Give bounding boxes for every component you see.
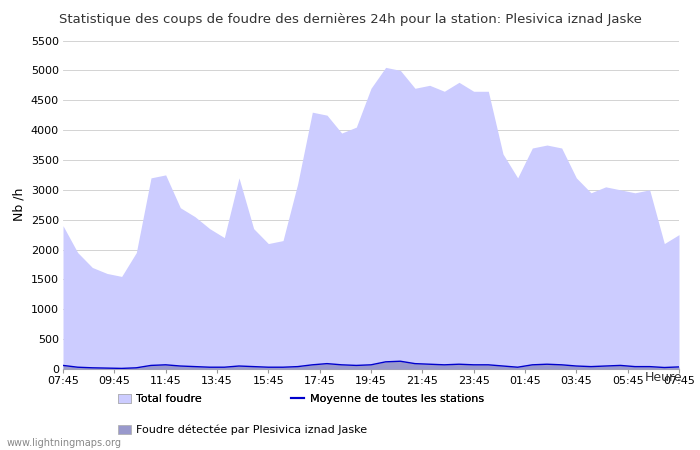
Legend: Foudre détectée par Plesivica iznad Jaske: Foudre détectée par Plesivica iznad Jask… [118, 425, 368, 436]
Text: Statistique des coups de foudre des dernières 24h pour la station: Plesivica izn: Statistique des coups de foudre des dern… [59, 14, 641, 27]
Y-axis label: Nb /h: Nb /h [12, 188, 25, 221]
Text: www.lightningmaps.org: www.lightningmaps.org [7, 438, 122, 448]
Text: Heure: Heure [645, 371, 682, 384]
Legend: Total foudre, Moyenne de toutes les stations: Total foudre, Moyenne de toutes les stat… [118, 393, 484, 404]
